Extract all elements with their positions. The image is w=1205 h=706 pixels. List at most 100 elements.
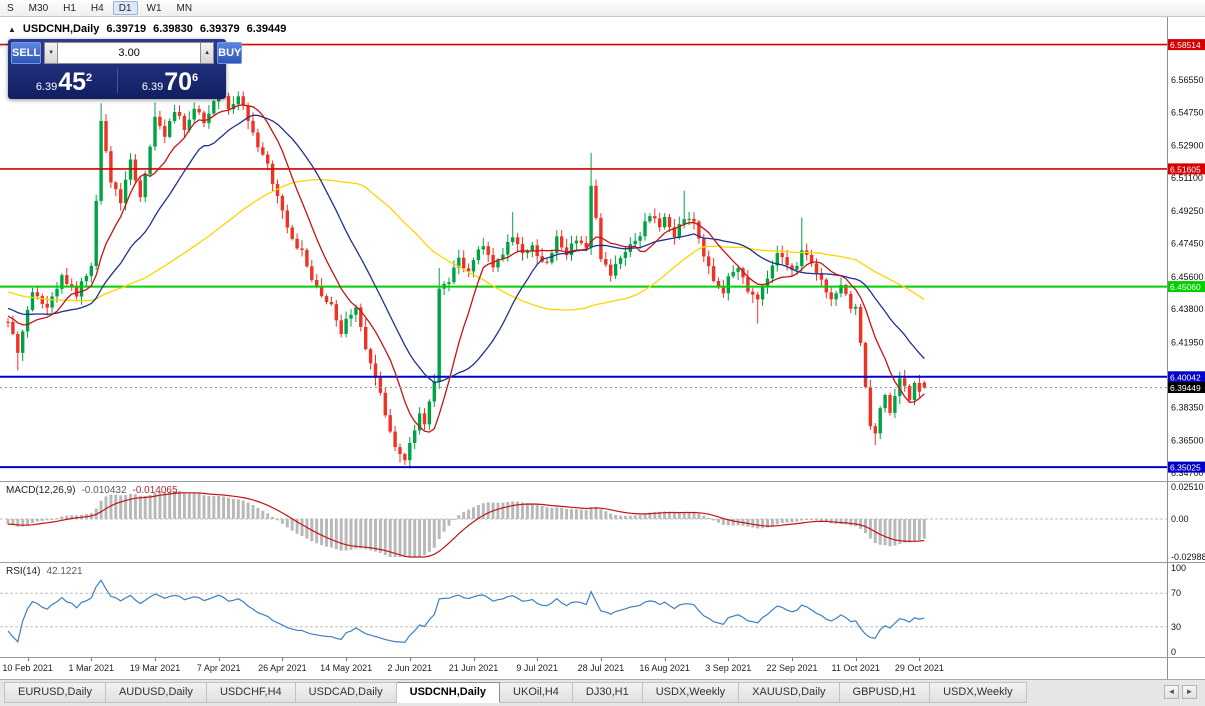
date-label: 7 Apr 2021 [196, 663, 241, 673]
svg-text:6.40042: 6.40042 [1170, 372, 1201, 382]
svg-text:6.36500: 6.36500 [1171, 436, 1204, 446]
svg-text:6.49250: 6.49250 [1171, 206, 1204, 216]
trade-panel-collapse-icon[interactable]: ▲ [8, 24, 16, 34]
macd-signal-line [7, 492, 925, 558]
svg-text:70: 70 [1171, 588, 1181, 598]
timeframe-button-mn[interactable]: MN [176, 3, 193, 14]
price-tag [1168, 461, 1205, 473]
price-axis-labels[interactable]: 6.56550 6.54750 6.52900 6.51100 6.49250 6.474… [1171, 75, 1204, 478]
tabs-scroll-left-button[interactable]: ◄ [1164, 685, 1179, 699]
svg-text:0.02510: 0.02510 [1171, 482, 1204, 492]
rsi-value: 42.1221 [46, 566, 83, 577]
ohlc-close: 6.39449 [246, 23, 287, 35]
volume-decrease-button[interactable]: ▼ [44, 42, 59, 64]
chart-tab-usdchf-h4[interactable]: USDCHF,H4 [206, 682, 296, 703]
svg-text:-0.02988: -0.02988 [1171, 552, 1205, 562]
date-label: 2 Jun 2021 [387, 663, 433, 673]
price-tag [1168, 382, 1205, 393]
volume-stepper: ▼ ▲ [44, 42, 215, 64]
ma-line-10 [7, 104, 925, 433]
svg-text:6.51100: 6.51100 [1171, 173, 1203, 183]
chart-tab-bar: EURUSD,Daily AUDUSD,Daily USDCHF,H4 USDCAD,… [0, 679, 1205, 706]
ma-line-55 [7, 178, 925, 311]
time-axis-tick [155, 658, 156, 661]
date-label: 3 Sep 2021 [705, 663, 752, 673]
buy-button[interactable]: BUY [217, 42, 243, 64]
time-axis-tick [664, 658, 666, 661]
svg-text:6.43800: 6.43800 [1171, 304, 1204, 314]
candlestick-chart[interactable]: 6.56550 6.54750 6.52900 6.51100 6.49250 6.474… [0, 17, 1205, 481]
time-axis-tick [855, 658, 857, 661]
time-axis-tick [27, 658, 29, 661]
pane-separator[interactable] [0, 562, 1205, 563]
chart-tab-usdx-weekly[interactable]: USDX,Weekly [930, 682, 1027, 703]
chart-tab-audusd-daily[interactable]: AUDUSD,Daily [105, 682, 207, 703]
chart-window[interactable]: 6.56550 6.54750 6.52900 6.51100 6.49250 6.474… [0, 17, 1205, 679]
chart-symbol-title: USDCNH,Daily [22, 23, 100, 35]
price-scale-separator[interactable] [1167, 17, 1168, 679]
price-tag [1168, 281, 1205, 293]
macd-main-value: -0.010432 [81, 485, 127, 496]
sell-button[interactable]: SELL [11, 42, 42, 64]
macd-chart[interactable]: 0.02510 0.00 -0.02988 [0, 482, 1205, 562]
time-axis[interactable]: 10 Feb 2021 1 Mar 2021 19 Mar 2021 7 Apr 20… [0, 658, 1205, 679]
price-divider [117, 68, 118, 93]
svg-text:6.51605: 6.51605 [1170, 164, 1201, 174]
date-label: 28 Jul 2021 [577, 663, 625, 673]
sell-price-pips: 45 [58, 68, 87, 96]
timeframe-button-w1[interactable]: W1 [146, 3, 162, 14]
chart-tab-usdcad-daily[interactable]: USDCAD,Daily [295, 682, 397, 703]
chart-tab-usdcnh-daily[interactable]: USDCNH,Daily [396, 682, 501, 703]
date-label: 26 Apr 2021 [258, 663, 307, 673]
main-chart-pane[interactable]: 6.56550 6.54750 6.52900 6.51100 6.49250 6.474… [0, 17, 1205, 481]
time-axis-tick [91, 658, 93, 661]
ohlc-open: 6.39719 [106, 23, 147, 35]
date-label: 11 Oct 2021 [831, 663, 880, 673]
buy-price-point: 6 [192, 72, 199, 84]
macd-signal-value: -0.014065 [132, 485, 178, 496]
candles-group [6, 75, 926, 469]
time-axis-tick [537, 658, 539, 661]
volume-input[interactable] [58, 42, 201, 64]
chart-header: ▲ USDCNH,Daily 6.39719 6.39830 6.39379 6… [8, 23, 286, 35]
rsi-chart[interactable]: 100 70 30 0 [0, 563, 1205, 657]
pane-separator[interactable] [0, 657, 1205, 658]
price-tag [1168, 39, 1205, 51]
price-tag [1168, 371, 1205, 383]
timeframe-button-h4[interactable]: H4 [90, 3, 104, 14]
date-label: 29 Oct 2021 [894, 663, 944, 673]
svg-text:6.52900: 6.52900 [1171, 141, 1204, 151]
sell-price-point: 2 [86, 72, 93, 84]
svg-text:6.45060: 6.45060 [1170, 282, 1201, 292]
buy-price-prefix: 6.39 [141, 81, 164, 93]
time-axis-tick [409, 658, 411, 661]
chart-tab-gbpusd-h1[interactable]: GBPUSD,H1 [839, 682, 931, 703]
svg-text:6.34700: 6.34700 [1171, 468, 1204, 478]
ohlc-high: 6.39830 [153, 23, 193, 35]
chart-tab-dj30-h1[interactable]: DJ30,H1 [572, 682, 643, 703]
tabs-scroll-right-button[interactable]: ► [1182, 685, 1197, 699]
pane-separator[interactable] [0, 481, 1205, 482]
buy-price-pips: 70 [164, 68, 193, 96]
timeframe-button-m30[interactable]: M30 [28, 3, 49, 14]
chart-tab-ukoil-h4[interactable]: UKOil,H4 [500, 682, 573, 703]
time-axis-tick [919, 658, 921, 661]
volume-increase-button[interactable]: ▲ [200, 42, 215, 64]
chart-tab-xauusd-daily[interactable]: XAUUSD,Daily [739, 682, 840, 703]
timeframe-button-d1[interactable]: D1 [112, 1, 138, 15]
svg-text:6.38350: 6.38350 [1171, 402, 1204, 412]
chart-tab-usdx-weekly[interactable]: USDX,Weekly [642, 682, 740, 703]
time-axis-tick [600, 658, 602, 661]
macd-pane[interactable]: 0.02510 0.00 -0.02988 MACD(12,26,9) -0.010… [0, 482, 1205, 562]
buy-price: 6.39 70 6 [117, 65, 223, 96]
chart-tab-eurusd-daily[interactable]: EURUSD,Daily [4, 682, 106, 703]
rsi-pane[interactable]: 100 70 30 0 RSI(14) 42.1221 [0, 563, 1205, 657]
timeframe-button-s[interactable]: S [7, 3, 14, 14]
one-click-trade-panel: SELL ▼ ▲ BUY 6.39 45 2 6.39 70 6 [8, 39, 243, 99]
svg-text:6.58514: 6.58514 [1170, 40, 1201, 50]
macd-histogram [6, 490, 926, 557]
timeframe-button-h1[interactable]: H1 [63, 3, 76, 14]
chart-tabs: EURUSD,Daily AUDUSD,Daily USDCHF,H4 USDCAD,… [0, 682, 1158, 703]
time-axis-tick [728, 658, 730, 661]
